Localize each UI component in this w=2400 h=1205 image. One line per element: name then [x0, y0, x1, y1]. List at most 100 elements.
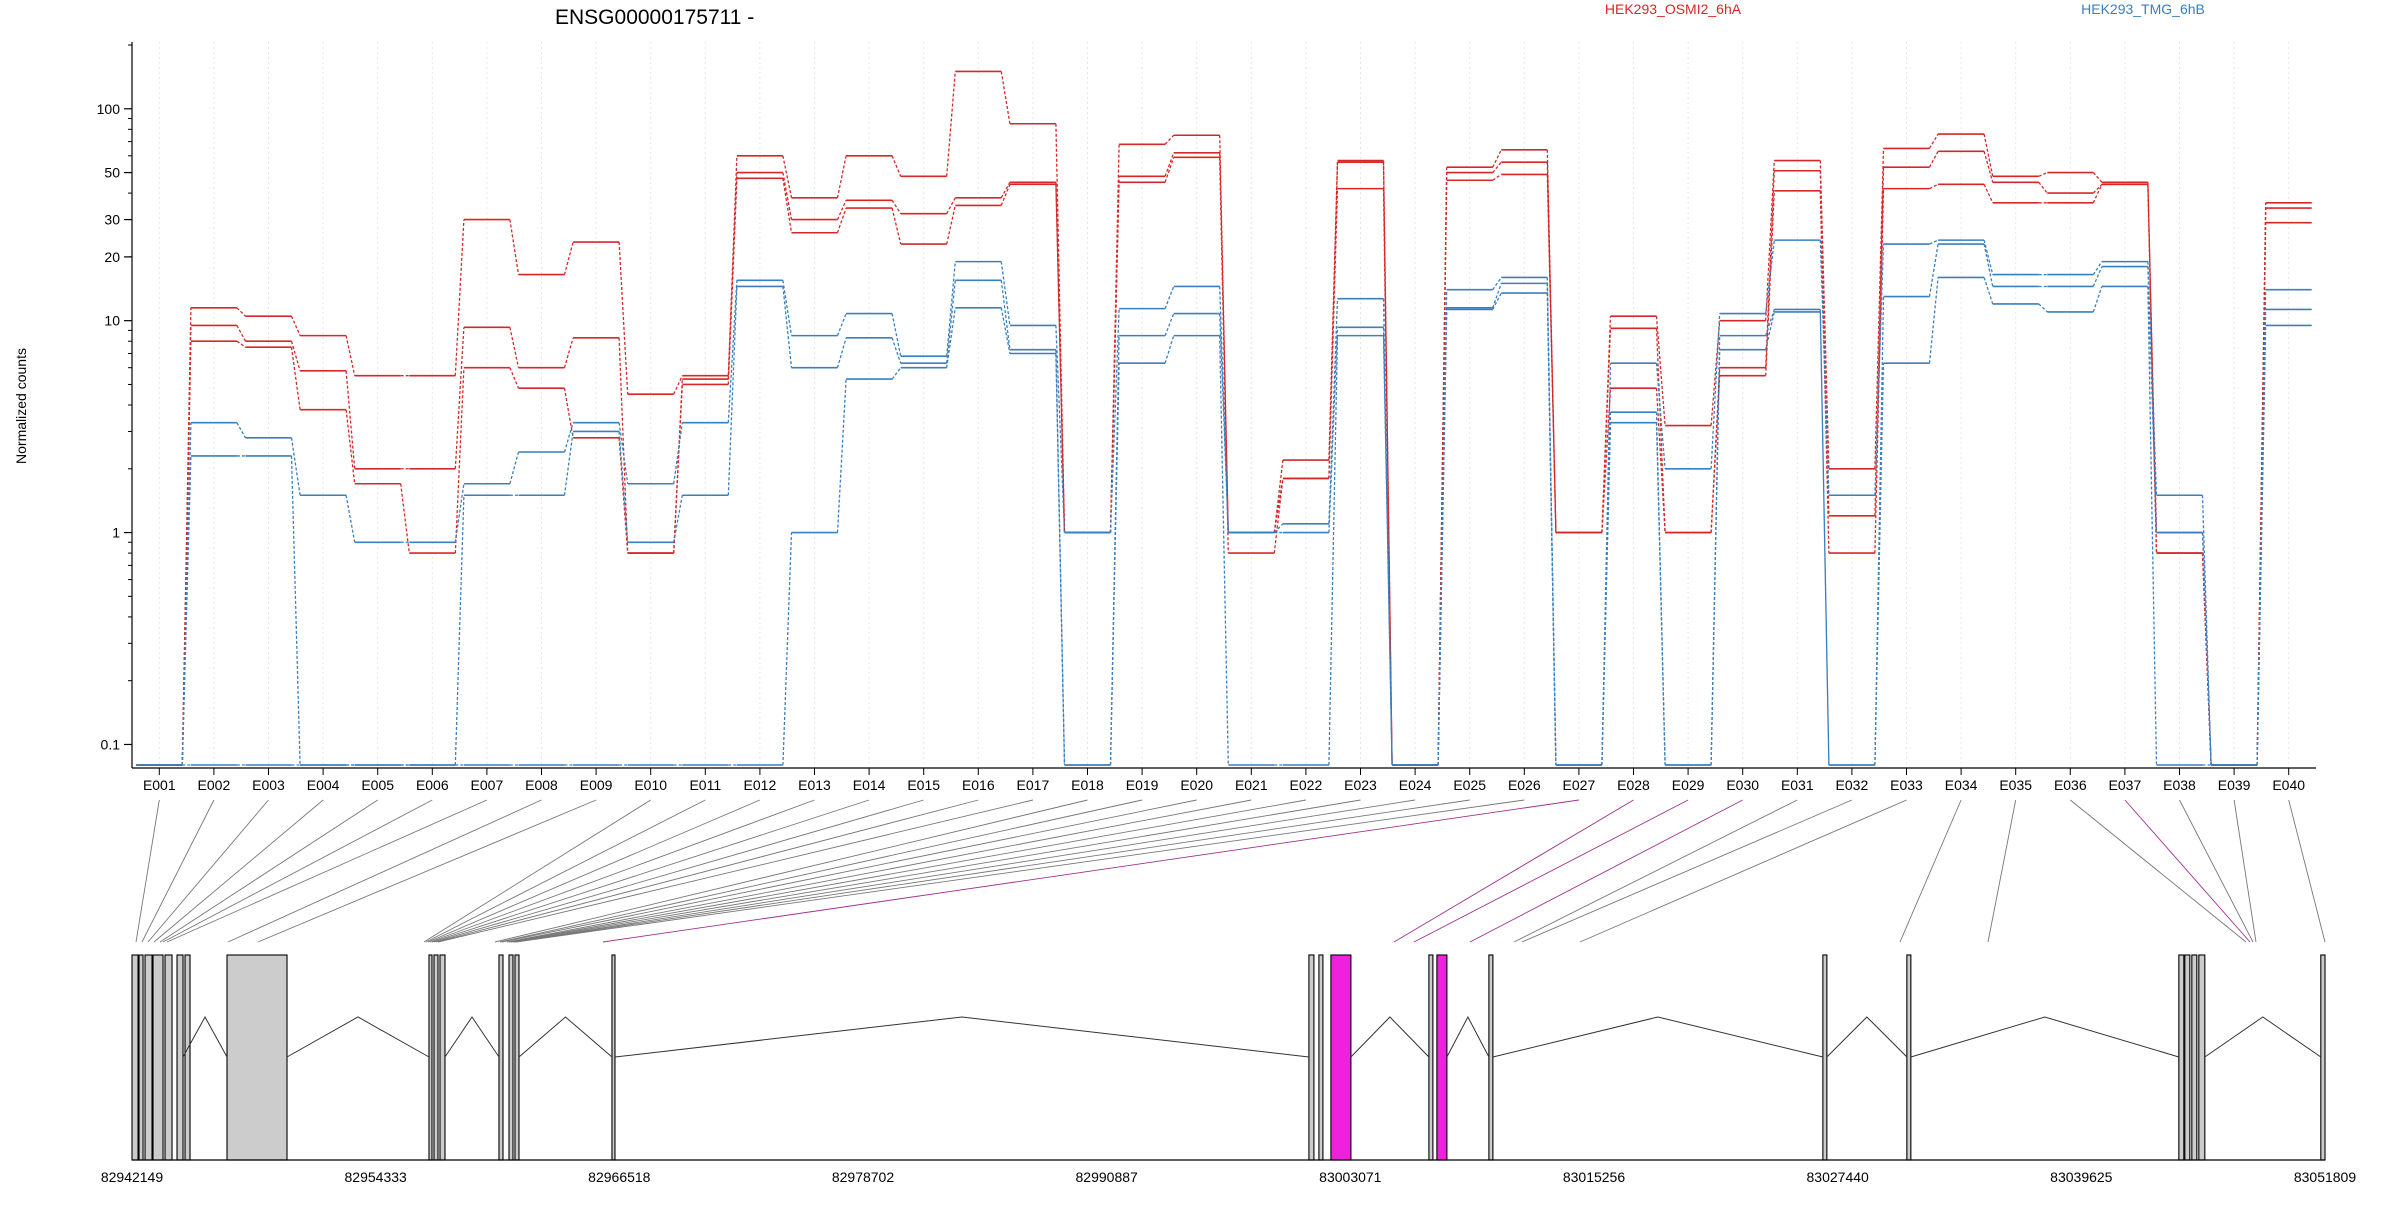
- x-tick-label-E004: E004: [307, 777, 340, 793]
- series-5-connector: [1000, 280, 1011, 350]
- series-1-connector: [1219, 135, 1229, 533]
- exon-connector-E036: [2070, 799, 2247, 943]
- x-tick-label-E011: E011: [689, 777, 721, 793]
- series-1-connector: [290, 315, 301, 336]
- series-6-connector: [1710, 349, 1721, 766]
- series-3-connector: [1273, 478, 1284, 554]
- y-axis-label: Normalized counts: [13, 348, 29, 464]
- exon-connector-E011: [425, 799, 706, 943]
- y-tick-label-10: 10: [104, 313, 120, 329]
- series-2-connector: [836, 200, 847, 220]
- series-1-connector: [673, 375, 683, 395]
- exon-box-2: [138, 954, 144, 1161]
- series-5-connector: [2147, 266, 2158, 533]
- series-6-connector: [1546, 293, 1557, 766]
- exon-box-5: [164, 954, 173, 1161]
- series-6-connector: [1983, 277, 1994, 305]
- series-6-connector: [2256, 325, 2267, 766]
- genome-tick-label-83027440: 83027440: [1807, 1169, 1870, 1185]
- exon-connector-E022: [508, 799, 1306, 943]
- exon-box-15: [611, 954, 616, 1161]
- x-tick-label-E006: E006: [416, 777, 449, 793]
- series-3-connector: [1655, 388, 1666, 533]
- series-3-connector: [618, 437, 629, 554]
- series-6-connector: [836, 379, 847, 533]
- series-2-connector: [1983, 151, 1994, 183]
- y-tick-label-20: 20: [104, 249, 120, 265]
- series-4-connector: [1710, 313, 1721, 469]
- exon-connector-E005: [159, 799, 378, 943]
- series-6-connector: [1164, 335, 1175, 364]
- series-2-connector: [946, 197, 956, 214]
- series-6: [136, 276, 2312, 766]
- series-6-connector: [1492, 292, 1502, 310]
- series-3-connector: [946, 205, 956, 245]
- series-5-connector: [1874, 296, 1885, 766]
- series-4-connector: [563, 422, 574, 453]
- series-6-connector: [2038, 303, 2048, 313]
- series-3-connector: [891, 207, 902, 245]
- series-3-connector: [1765, 190, 1775, 376]
- genome-tick-label-82942149: 82942149: [101, 1169, 164, 1185]
- x-tick-label-E037: E037: [2109, 777, 2142, 793]
- legend-entry-tmg: HEK293_TMG_6hB: [2081, 1, 2205, 17]
- exon-connector-E037: [2124, 799, 2251, 943]
- series-3-connector: [1000, 184, 1011, 206]
- genome-tick-label-82978702: 82978702: [832, 1169, 895, 1185]
- series-4-connector: [1765, 240, 1775, 314]
- x-tick-label-E030: E030: [1726, 777, 1759, 793]
- series-3-connector: [836, 207, 847, 233]
- series-1-connector: [509, 219, 520, 275]
- series-5-connector: [1437, 307, 1448, 766]
- exon-connector-E027: [602, 799, 1579, 943]
- series-6-connector: [1055, 353, 1066, 766]
- exon-box-17: [1318, 954, 1324, 1161]
- series-2-connector: [236, 325, 247, 342]
- exon-connector-E019: [499, 799, 1143, 943]
- series-1-connector: [891, 155, 902, 177]
- series-1-connector: [236, 307, 246, 317]
- series-4-connector: [1655, 363, 1666, 469]
- series-3-connector: [454, 367, 465, 554]
- x-tick-label-E021: E021: [1235, 777, 1268, 793]
- x-tick-label-E010: E010: [634, 777, 667, 793]
- exon-box-26: [2191, 954, 2198, 1161]
- series-2-connector: [1000, 181, 1011, 199]
- series-1-connector: [181, 307, 192, 766]
- series-1-connector: [1164, 134, 1175, 145]
- exon-connector-E008: [227, 799, 542, 943]
- exon-box-21: [1488, 954, 1494, 1161]
- x-tick-label-E012: E012: [744, 777, 777, 793]
- x-tick-label-E034: E034: [1945, 777, 1978, 793]
- series-5-connector: [782, 286, 793, 368]
- x-tick-label-E009: E009: [580, 777, 613, 793]
- exon-connector-E016: [435, 799, 979, 943]
- series-5-connector: [1055, 349, 1066, 766]
- genome-tick-label-83003071: 83003071: [1319, 1169, 1382, 1185]
- genome-tick-label-82954333: 82954333: [345, 1169, 408, 1185]
- axis-layer: 100 50 30 20 10 1 0.1 E001 E002 E003 E004 E005 E006 E…: [97, 42, 2316, 793]
- x-tick-label-E031: E031: [1781, 777, 1814, 793]
- series-1-connector: [1655, 316, 1666, 426]
- series-3-connector: [1983, 184, 1994, 204]
- y-tick-label-0.1: 0.1: [101, 736, 121, 752]
- genome-tick-label-82966518: 82966518: [588, 1169, 651, 1185]
- series-2-connector: [1601, 328, 1612, 533]
- series-5-connector: [891, 337, 902, 364]
- series-4-connector: [946, 261, 956, 357]
- intron-line-6: [1350, 1016, 1430, 1058]
- x-tick-label-E019: E019: [1126, 777, 1159, 793]
- series-2-connector: [1492, 161, 1502, 173]
- exon-connector-E020: [501, 799, 1197, 943]
- series-3-connector: [563, 388, 574, 438]
- series-4-connector: [782, 280, 793, 336]
- series-1-connector: [1928, 133, 1939, 149]
- exon-box-12: [498, 954, 504, 1161]
- x-tick-label-E016: E016: [962, 777, 995, 793]
- series-3-connector: [782, 178, 793, 233]
- series-4-connector: [236, 422, 247, 439]
- x-tick-label-E007: E007: [471, 777, 504, 793]
- series-1-connector: [1000, 71, 1011, 124]
